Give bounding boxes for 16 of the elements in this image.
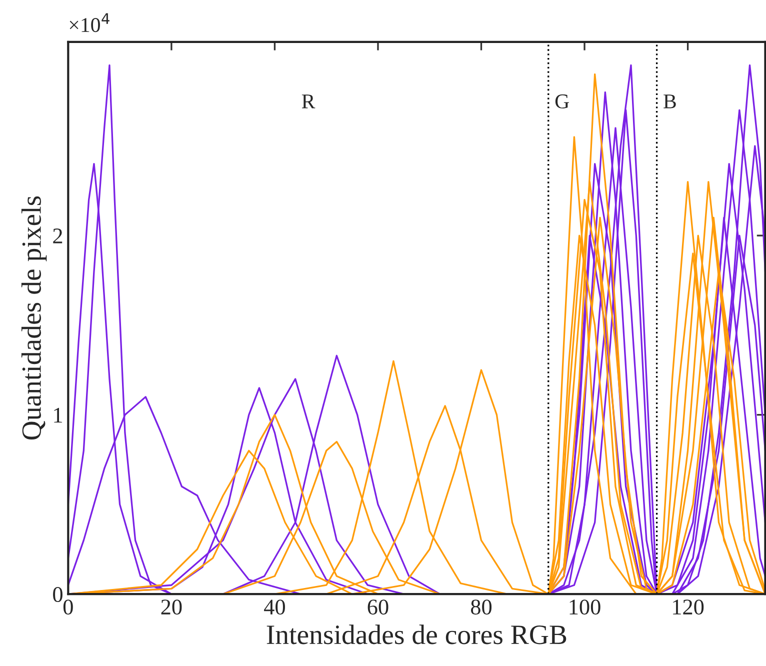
x-tick-label: 80 [470, 600, 492, 615]
ref-line-label: B [664, 94, 676, 108]
y-tick-label: 0 [53, 587, 62, 602]
x-tick-label: 0 [63, 600, 73, 615]
x-tick-label: 100 [570, 600, 600, 615]
annotation: R [302, 94, 316, 108]
x-tick-label: 40 [264, 600, 285, 615]
text: ×10$^{4}$ [70, 13, 110, 32]
y-tick-label: 1 [54, 408, 62, 423]
x-tick-label: 60 [368, 600, 388, 615]
ref-line-label: G [555, 94, 569, 108]
x-tick-label: 20 [161, 600, 182, 615]
x-axis-title: Intensidades de cores RGB [266, 624, 566, 644]
y-axis-title: Quantidades de pixels [21, 196, 47, 440]
y-tick-label: 2 [53, 228, 62, 244]
x-tick-label: 120 [673, 600, 704, 615]
